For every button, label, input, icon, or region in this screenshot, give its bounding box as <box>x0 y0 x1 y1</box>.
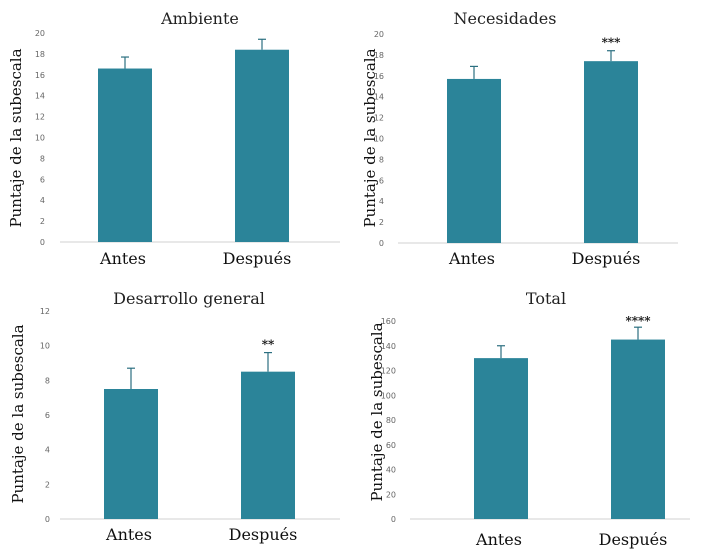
y-tick-label: 2 <box>40 217 45 226</box>
y-tick-label: 0 <box>40 238 45 247</box>
y-tick-label: 8 <box>40 154 45 163</box>
bar-despus <box>235 49 289 242</box>
y-tick-label: 6 <box>45 411 50 420</box>
bar-despus <box>241 371 295 519</box>
chart-total: Total Puntaje de la subescala 0 20 40 60 80 100… <box>368 289 690 549</box>
y-tick-label: 4 <box>45 446 50 455</box>
y-tick-label: 120 <box>381 367 396 376</box>
y-axis-label: Puntaje de la subescala <box>9 324 27 503</box>
y-tick-label: 80 <box>386 416 396 425</box>
y-tick-label: 0 <box>391 515 396 524</box>
y-tick-label: 16 <box>374 72 384 81</box>
x-tick-label: Antes <box>105 525 152 544</box>
x-tick-label: Antes <box>475 530 522 549</box>
y-tick-label: 40 <box>386 466 396 475</box>
y-tick-label: 60 <box>386 441 396 450</box>
y-tick-label: 160 <box>381 317 396 326</box>
bar-despus <box>611 339 665 519</box>
x-tick-label: Antes <box>448 249 495 268</box>
y-tick-label: 20 <box>35 29 45 38</box>
y-tick-label: 10 <box>40 342 50 351</box>
chart-title: Total <box>526 289 566 308</box>
chart-title: Necesidades <box>454 9 557 28</box>
y-tick-label: 12 <box>35 113 45 122</box>
bar-antes <box>104 389 158 519</box>
y-tick-label: 0 <box>379 239 384 248</box>
x-tick-label: Después <box>223 249 292 268</box>
significance-marker: ** <box>262 338 275 352</box>
y-tick-label: 10 <box>35 134 45 143</box>
y-axis-label: Puntaje de la subescala <box>7 48 25 227</box>
bar-despus <box>584 61 638 243</box>
y-axis-label: Puntaje de la subescala <box>368 322 386 501</box>
y-tick-label: 10 <box>374 135 384 144</box>
x-tick-label: Antes <box>99 249 146 268</box>
x-tick-label: Después <box>599 530 668 549</box>
y-tick-label: 18 <box>35 50 45 59</box>
bar-antes <box>474 358 528 519</box>
significance-marker: **** <box>625 314 651 328</box>
y-tick-label: 16 <box>35 71 45 80</box>
y-tick-label: 140 <box>381 342 396 351</box>
y-tick-label: 6 <box>40 175 45 184</box>
y-tick-label: 2 <box>379 218 384 227</box>
chart-desarrollo-general: Desarrollo general Puntaje de la subescal… <box>9 289 340 544</box>
y-axis-label: Puntaje de la subescala <box>361 48 379 227</box>
y-tick-label: 8 <box>379 155 384 164</box>
x-tick-label: Después <box>572 249 641 268</box>
y-tick-label: 14 <box>35 92 45 101</box>
y-tick-label: 4 <box>40 196 45 205</box>
y-tick-label: 20 <box>374 30 384 39</box>
chart-title: Desarrollo general <box>113 289 265 308</box>
chart-title: Ambiente <box>160 9 239 28</box>
y-tick-label: 8 <box>45 376 50 385</box>
y-tick-label: 2 <box>45 480 50 489</box>
bar-antes <box>447 78 501 243</box>
y-tick-label: 20 <box>386 490 396 499</box>
y-tick-label: 12 <box>40 307 50 316</box>
significance-marker: *** <box>602 36 622 50</box>
chart-ambiente: Ambiente Puntaje de la subescala 0 2 4 6 8 10 12… <box>7 9 340 268</box>
y-tick-label: 18 <box>374 51 384 60</box>
y-tick-label: 100 <box>381 391 396 400</box>
y-tick-label: 4 <box>379 197 384 206</box>
y-tick-label: 12 <box>374 114 384 123</box>
chart-necesidades: Necesidades Puntaje de la subescala 0 2 4 6 8 1… <box>361 9 678 268</box>
y-tick-label: 6 <box>379 176 384 185</box>
y-tick-label: 0 <box>45 515 50 524</box>
bar-antes <box>98 68 152 242</box>
y-tick-label: 14 <box>374 93 384 102</box>
x-tick-label: Después <box>229 525 298 544</box>
